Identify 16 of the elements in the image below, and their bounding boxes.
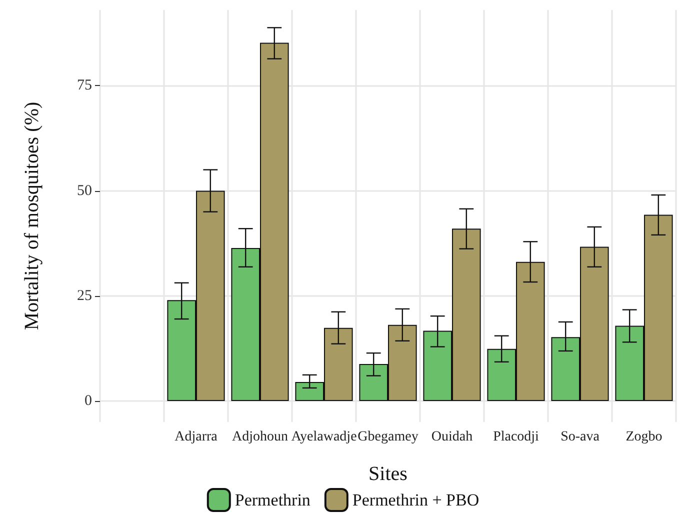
y-tick-label: 0 xyxy=(84,392,92,409)
x-tick-label: Zogbo xyxy=(626,430,662,444)
x-tick-label: Adjohoun xyxy=(232,430,288,444)
legend-label: Permethrin + PBO xyxy=(352,490,480,510)
y-tick-label: 75 xyxy=(77,78,92,94)
x-tick-label: Adjarra xyxy=(174,430,218,444)
y-axis-title: Mortality of mosquitoes (%) xyxy=(21,102,43,330)
y-tick-label: 25 xyxy=(77,288,92,304)
legend-label: Permethrin xyxy=(234,490,311,510)
y-tick-label: 50 xyxy=(77,182,92,199)
x-tick-label: Placodji xyxy=(493,430,540,444)
x-tick-label: So-ava xyxy=(560,430,600,444)
x-tick-label: Ouidah xyxy=(431,430,473,444)
x-tick-label: Ayelawadje xyxy=(291,430,357,444)
x-tick-label: Gbegamey xyxy=(358,430,418,444)
x-axis-title: Sites xyxy=(368,463,408,485)
